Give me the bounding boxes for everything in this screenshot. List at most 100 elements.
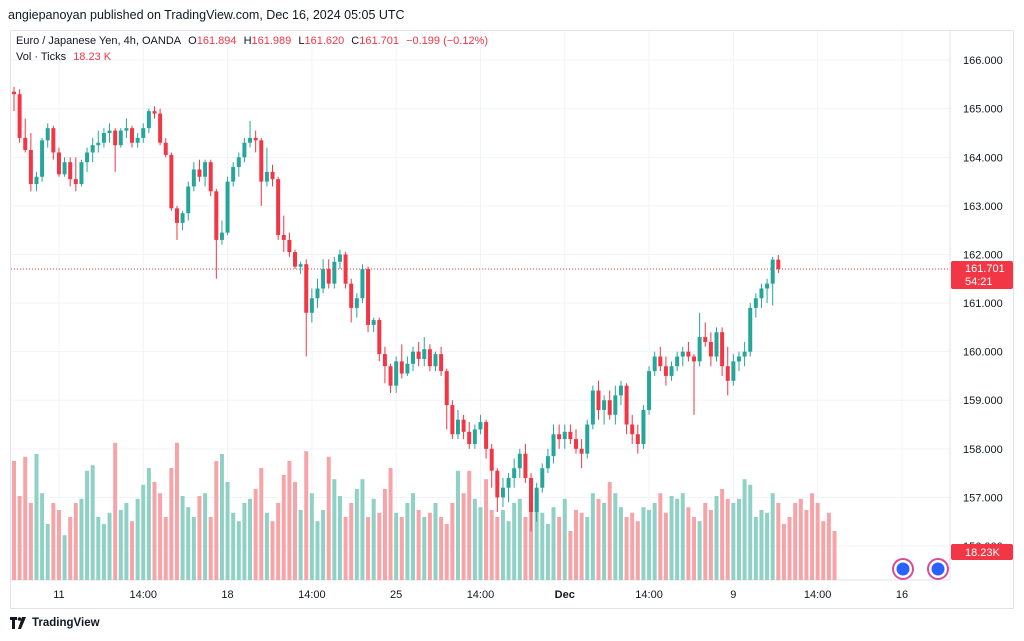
candle-body	[422, 349, 427, 359]
candle-body	[602, 400, 607, 410]
volume-bar	[686, 507, 691, 580]
x-tick-label: 14:00	[298, 589, 326, 601]
volume-bar	[270, 521, 275, 580]
candle-body	[90, 145, 95, 153]
volume-bar	[231, 512, 236, 580]
candle-body	[371, 320, 376, 325]
y-tick-label: 159.000	[963, 395, 1003, 407]
volume-bar	[399, 517, 404, 580]
candle-body	[675, 356, 680, 367]
volume-bar	[708, 510, 713, 580]
candle-body	[360, 269, 365, 299]
volume-bar	[73, 503, 78, 580]
candle-body	[79, 162, 84, 185]
candle-body	[439, 354, 444, 372]
candle-body	[309, 298, 314, 313]
candle-body	[416, 351, 421, 359]
candle-body	[433, 354, 438, 367]
volume-bar	[118, 510, 123, 580]
candle-body	[630, 424, 635, 435]
volume-bar	[455, 470, 460, 580]
y-tick-label: 164.000	[963, 152, 1003, 164]
volume-bar	[602, 503, 607, 580]
volume-bar	[253, 489, 258, 580]
volume-bar	[770, 493, 775, 580]
low-label: L	[298, 35, 305, 47]
volume-bar	[557, 517, 562, 580]
candle-body	[366, 269, 371, 325]
change-value: −0.199 (−0.12%)	[406, 35, 489, 47]
volume-bar	[17, 496, 22, 580]
candle-body	[517, 453, 522, 469]
volume-bar	[236, 521, 241, 580]
low-value: 161.620	[304, 35, 345, 47]
volume-bar	[394, 512, 399, 580]
volume-bar	[298, 510, 303, 580]
candle-body	[107, 130, 112, 134]
candle-body	[163, 142, 168, 155]
candle-body	[377, 320, 382, 355]
x-tick-label: 18	[221, 589, 233, 601]
candle-body	[332, 261, 337, 284]
volume-bar	[197, 496, 202, 580]
volume-bar	[765, 512, 770, 580]
candle-body	[28, 150, 33, 185]
volume-bar	[242, 503, 247, 580]
candle-body	[186, 186, 191, 214]
volume-bar	[124, 503, 129, 580]
candle-body	[663, 366, 668, 376]
y-tick-label: 166.000	[963, 55, 1003, 67]
candle-body	[113, 130, 118, 146]
volume-bar	[444, 524, 449, 580]
close-value: 161.701	[359, 35, 400, 47]
candle-body	[720, 332, 725, 367]
volume-bar	[337, 496, 342, 580]
candle-body	[512, 468, 517, 478]
candle-body	[500, 487, 505, 498]
volume-bar	[467, 470, 472, 580]
volume-bar	[821, 521, 826, 580]
candle-body	[411, 351, 416, 364]
tradingview-footer[interactable]: TradingView	[10, 617, 100, 629]
volume-bar	[354, 489, 359, 580]
candle-body	[725, 366, 730, 381]
candle-body	[96, 142, 101, 146]
candle-body	[467, 431, 472, 444]
candle-body	[641, 409, 646, 444]
volume-bar	[630, 512, 635, 580]
candle-body	[455, 419, 460, 435]
x-tick-label: 25	[390, 589, 402, 601]
candle-body	[669, 366, 674, 376]
candle-body	[647, 371, 652, 410]
volume-bar	[186, 507, 191, 580]
volume-bar	[208, 517, 213, 580]
last-price-label: 161.701	[965, 263, 1005, 275]
volume-bar	[343, 517, 348, 580]
volume-bar	[34, 454, 39, 580]
candle-body	[551, 434, 556, 457]
volume-bar	[658, 493, 663, 580]
volume-bar	[484, 479, 489, 580]
candle-body	[489, 448, 494, 471]
candle-body	[321, 269, 326, 289]
volume-bar	[416, 510, 421, 580]
volume-bar	[85, 470, 90, 580]
volume-bar	[523, 517, 528, 580]
candle-body	[624, 385, 629, 425]
volume-bar	[366, 517, 371, 580]
volume-bar	[703, 503, 708, 580]
candle-body	[304, 264, 309, 313]
volume-bar	[276, 503, 281, 580]
candle-body	[208, 162, 213, 192]
volume-value: 18.23 K	[73, 51, 112, 63]
volume-bar	[675, 498, 680, 580]
candle-body	[399, 361, 404, 374]
volume-bar	[725, 498, 730, 580]
volume-bar	[540, 512, 545, 580]
volume-badge-label: 18.23K	[965, 547, 1001, 559]
candle-body	[742, 351, 747, 357]
candle-body	[174, 208, 179, 223]
volume-bar	[113, 442, 118, 580]
candle-body	[51, 128, 56, 153]
